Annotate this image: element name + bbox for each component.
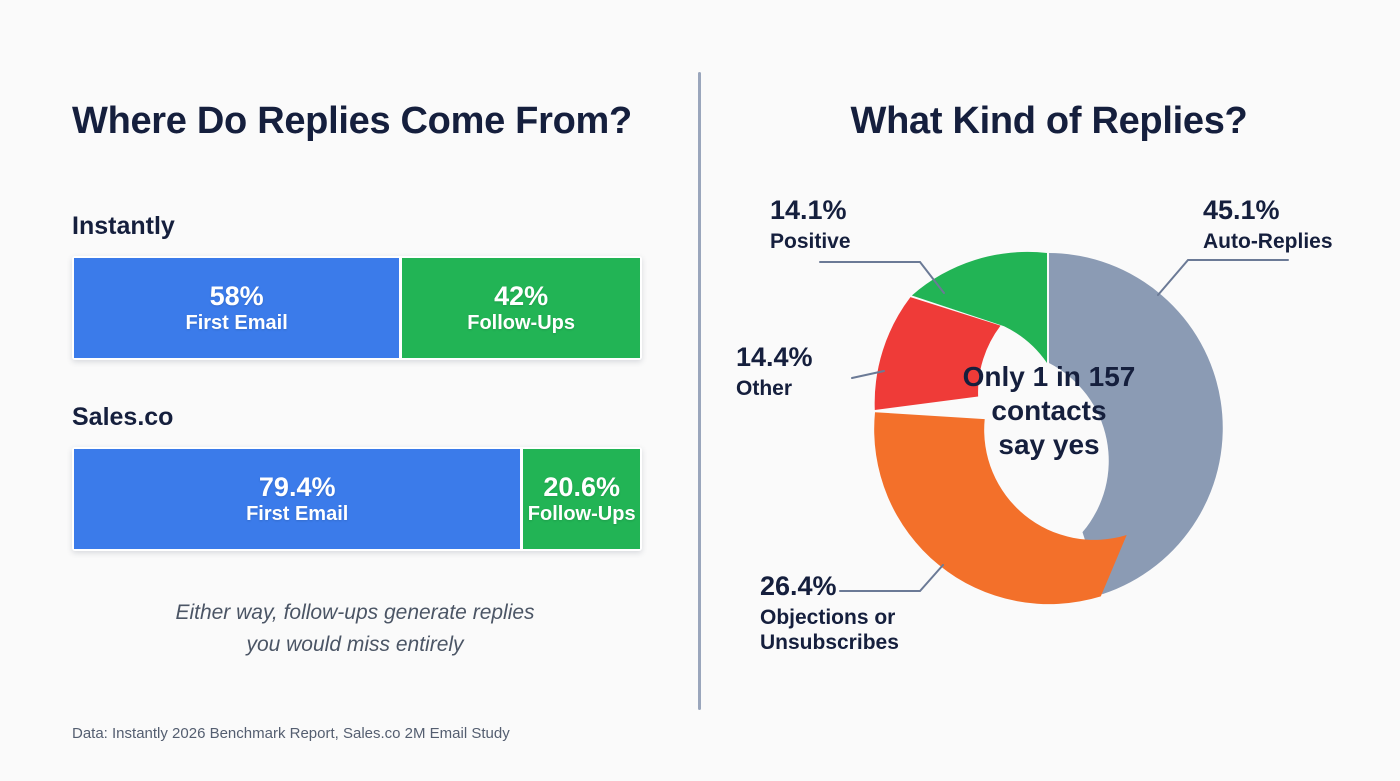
donut-slice-positive xyxy=(911,251,1047,364)
callout-label-line-2: Unsubscribes xyxy=(760,630,899,654)
bar-segment-label: Follow-Ups xyxy=(527,502,636,525)
donut-callout-auto-replies: 45.1% Auto-Replies xyxy=(1203,195,1333,253)
caption-line-1: Either way, follow-ups generate replies xyxy=(175,601,535,624)
donut-slice-auto-replies xyxy=(1049,253,1223,595)
right-panel-title: What Kind of Replies? xyxy=(850,100,1248,142)
stacked-bar-salesco: 79.4% First Email 20.6% Follow-Ups xyxy=(72,447,642,551)
leader-line-objections xyxy=(839,564,944,592)
center-text-line-1: Only 1 in 157 xyxy=(962,361,1136,392)
callout-percent: 14.1% xyxy=(770,195,847,225)
bar-segment-label: First Email xyxy=(246,502,349,525)
donut-segments xyxy=(874,251,1223,605)
callout-label: Other xyxy=(736,376,793,400)
donut-callout-other: 14.4% Other xyxy=(736,342,881,400)
bar-segment-value: 79.4% xyxy=(258,472,336,503)
callout-label-line-1: Objections or xyxy=(760,605,896,629)
bar-segment-value: 42% xyxy=(494,281,549,312)
leader-line-other xyxy=(851,370,885,379)
bar-segment-follow-ups: 20.6% Follow-Ups xyxy=(523,449,640,549)
left-panel-title: Where Do Replies Come From? xyxy=(72,100,632,142)
callout-percent: 14.4% xyxy=(736,342,813,372)
callout-label: Positive xyxy=(770,229,851,253)
bar-segment-label: Follow-Ups xyxy=(467,311,575,334)
bar-group-label-salesco: Sales.co xyxy=(72,403,174,431)
donut-slice-objections xyxy=(874,412,1127,605)
leader-line-positive xyxy=(819,261,945,294)
donut-slice-other xyxy=(874,297,1001,410)
data-source-footnote: Data: Instantly 2026 Benchmark Report, S… xyxy=(72,725,510,742)
bar-segment-first-email: 58% First Email xyxy=(74,258,403,358)
stacked-bar-instantly: 58% First Email 42% Follow-Ups xyxy=(72,256,642,360)
leader-line-auto-replies xyxy=(1157,259,1289,296)
bar-segment-value: 20.6% xyxy=(543,472,620,503)
callout-label: Auto-Replies xyxy=(1203,229,1333,253)
donut-callout-positive: 14.1% Positive xyxy=(770,195,920,253)
bar-segment-label: First Email xyxy=(185,311,288,334)
left-panel-caption: Either way, follow-ups generate replies … xyxy=(72,597,638,660)
center-text-line-2: contacts xyxy=(991,395,1107,427)
donut-callout-objections: 26.4% Objections or Unsubscribes xyxy=(760,571,990,654)
caption-line-2: you would miss entirely xyxy=(246,632,464,656)
donut-center-text: Only 1 in 157 contacts say yes xyxy=(929,360,1169,462)
callout-percent: 45.1% xyxy=(1203,195,1280,225)
donut-chart-svg xyxy=(819,251,1289,605)
bar-segment-follow-ups: 42% Follow-Ups xyxy=(402,258,640,358)
donut-leader-lines xyxy=(819,259,1289,592)
bar-segment-first-email: 79.4% First Email xyxy=(74,449,524,549)
left-panel: Where Do Replies Come From? Instantly 58… xyxy=(0,0,698,781)
bar-segment-value: 58% xyxy=(209,281,264,312)
bar-group-label-instantly: Instantly xyxy=(72,212,175,240)
donut-chart: 45.1% Auto-Replies 14.1% Positive 14.4% … xyxy=(698,0,1400,781)
center-text-line-3: say yes xyxy=(998,429,1100,461)
panel-divider xyxy=(698,72,701,710)
right-panel: What Kind of Replies? xyxy=(698,0,1400,781)
callout-percent: 26.4% xyxy=(760,571,837,601)
